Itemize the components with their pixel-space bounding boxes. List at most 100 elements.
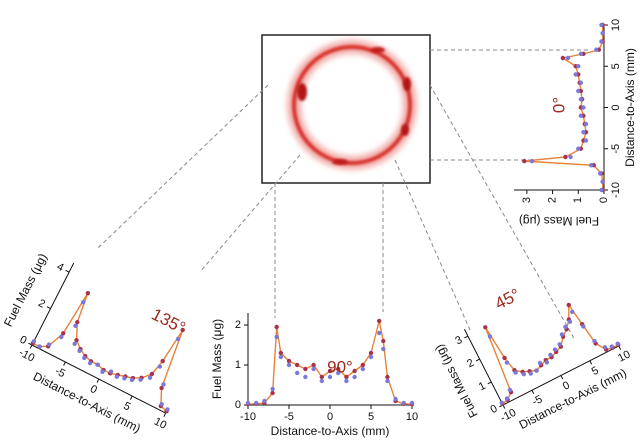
data-point xyxy=(530,159,534,163)
data-point xyxy=(385,379,389,383)
y-tick-label: 1 xyxy=(572,197,584,203)
data-point xyxy=(320,375,324,379)
plot: -10-50510024Distance-to-Axis (mm)Fuel Ma… xyxy=(0,246,213,442)
data-point xyxy=(303,375,307,379)
x-tick xyxy=(30,345,32,349)
data-point xyxy=(566,56,570,60)
data-point xyxy=(601,180,605,184)
y-tick-label: 2 xyxy=(465,357,476,370)
data-point xyxy=(270,387,274,391)
data-point xyxy=(594,48,598,52)
data-point xyxy=(522,159,526,163)
data-point xyxy=(275,335,279,339)
x-tick-label: 5 xyxy=(121,400,132,413)
x-tick-label: 10 xyxy=(406,411,418,423)
x-tick-label: 5 xyxy=(368,411,374,423)
x-tick-label: -10 xyxy=(17,347,37,365)
x-tick xyxy=(590,361,592,365)
y-axis-label: Fuel Mass (μg) xyxy=(1,251,50,329)
x-tick-label: 10 xyxy=(616,348,632,364)
y-tick xyxy=(464,336,468,338)
y-tick xyxy=(488,382,492,384)
plot: -10-505100123Distance-to-Axis (mm)Fuel M… xyxy=(514,19,637,228)
data-point xyxy=(352,369,356,373)
data-point xyxy=(579,114,583,118)
angle-label: 45° xyxy=(492,285,524,314)
data-point xyxy=(361,363,365,367)
y-tick-label: 2 xyxy=(546,197,558,203)
data-point xyxy=(381,347,385,351)
x-axis-label: Distance-to-Axis (mm) xyxy=(271,424,390,438)
data-point xyxy=(303,367,307,371)
x-tick xyxy=(164,413,166,417)
data-point xyxy=(581,130,585,134)
x-tick-label: 0 xyxy=(561,379,572,392)
y-tick-label: 2 xyxy=(36,297,47,310)
data-point xyxy=(275,325,279,329)
data-point xyxy=(262,399,266,403)
data-point xyxy=(352,375,356,379)
x-tick-label: 0 xyxy=(610,104,622,110)
x-tick-label: -10 xyxy=(610,182,622,198)
x-tick xyxy=(532,390,534,394)
data-point xyxy=(563,155,567,159)
y-tick xyxy=(66,270,70,272)
data-point xyxy=(320,379,324,383)
y-tick-label: 0 xyxy=(235,399,241,411)
x-tick xyxy=(64,362,66,366)
data-point xyxy=(369,355,373,359)
y-axis-label: Fuel Mass (μg) xyxy=(519,214,599,228)
x-tick xyxy=(561,375,563,379)
data-point xyxy=(295,371,299,375)
data-point xyxy=(402,401,406,405)
data-point xyxy=(579,97,583,101)
data-point xyxy=(381,339,385,343)
data-point xyxy=(579,52,583,56)
y-axis-label: Fuel Mass (μg) xyxy=(210,319,224,399)
y-tick xyxy=(47,307,51,309)
x-tick xyxy=(97,379,99,383)
x-tick-label: -5 xyxy=(284,411,294,423)
data-point xyxy=(504,360,510,366)
figure: -10-505100123Distance-to-Axis (mm)Fuel M… xyxy=(0,0,642,442)
data-point xyxy=(311,367,315,371)
y-tick-label: 3 xyxy=(521,197,533,203)
y-tick-label: 2 xyxy=(235,319,241,331)
y-tick-label: 0 xyxy=(18,334,29,347)
data-point xyxy=(295,363,299,367)
data-point xyxy=(393,397,397,401)
data-point xyxy=(311,363,315,367)
data-point xyxy=(287,363,291,367)
y-tick xyxy=(476,359,480,361)
data-point xyxy=(279,355,283,359)
data-point xyxy=(385,375,389,379)
x-tick xyxy=(130,396,132,400)
y-tick-label: 0 xyxy=(489,403,500,416)
data-point xyxy=(287,359,291,363)
data-point xyxy=(410,401,414,405)
data-point xyxy=(598,171,602,175)
data-point xyxy=(561,56,565,60)
y-tick-label: 1 xyxy=(235,359,241,371)
data-point xyxy=(579,81,583,85)
x-tick-label: -10 xyxy=(499,407,519,425)
angle-label: 0° xyxy=(549,97,568,113)
data-point xyxy=(270,391,274,395)
data-point xyxy=(599,39,603,43)
y-axis-label: Fuel Mass (μg) xyxy=(432,342,481,420)
data-point xyxy=(377,331,381,335)
data-point xyxy=(574,72,578,76)
data-point xyxy=(601,31,605,35)
y-tick-label: 3 xyxy=(453,334,464,347)
x-tick-label: 10 xyxy=(152,416,168,432)
data-point xyxy=(576,147,580,151)
y-tick-label: 0 xyxy=(598,197,610,203)
data-point xyxy=(576,64,580,68)
x-tick-label: 5 xyxy=(590,365,601,378)
data-point xyxy=(369,351,373,355)
data-point xyxy=(254,401,258,405)
y-tick-label: 1 xyxy=(477,380,488,393)
data-point xyxy=(279,351,283,355)
x-tick-label: 0 xyxy=(327,411,333,423)
